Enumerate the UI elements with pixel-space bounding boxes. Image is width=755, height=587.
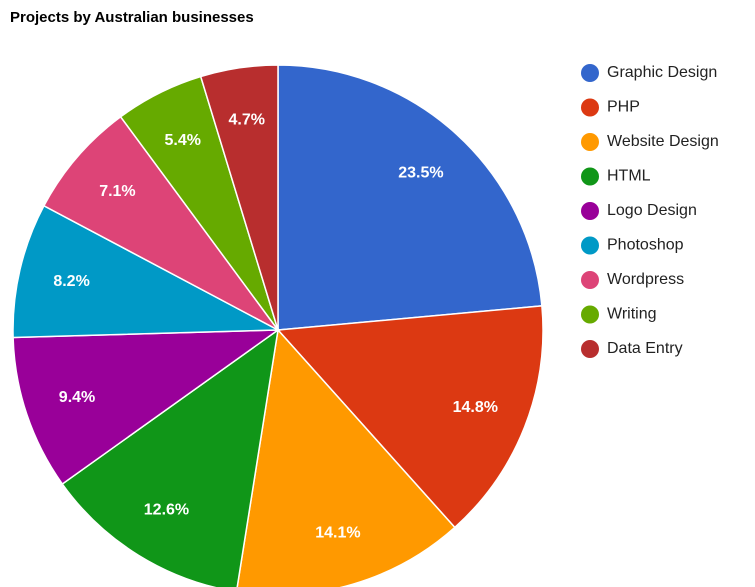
pie-slice — [61, 328, 280, 587]
legend-swatch — [581, 64, 599, 82]
slice-label: 12.6% — [144, 502, 189, 519]
legend-label: Logo Design — [607, 202, 697, 219]
slice-label: 14.1% — [315, 525, 360, 542]
pie-slice — [42, 115, 279, 331]
slice-label: 14.8% — [453, 399, 498, 416]
chart-title: Projects by Australian businesses — [10, 9, 254, 26]
legend-swatch — [581, 133, 599, 151]
legend-swatch — [581, 98, 599, 117]
pie-slice — [12, 329, 281, 486]
slice-label: 8.2% — [53, 273, 89, 290]
legend-swatch — [581, 271, 599, 289]
slice-label: 7.1% — [99, 183, 135, 200]
pie-slice — [276, 305, 544, 529]
legend-swatch — [581, 202, 599, 220]
pie-slice — [236, 328, 456, 587]
legend-swatch — [581, 305, 599, 324]
legend-swatch — [581, 236, 599, 255]
legend-swatch — [581, 340, 599, 358]
slice-label: 5.4% — [165, 132, 201, 149]
pie-slice — [277, 64, 543, 331]
legend-label: PHP — [607, 99, 640, 116]
legend-label: Data Entry — [607, 340, 683, 357]
legend-swatch — [581, 167, 599, 186]
slice-label: 9.4% — [59, 389, 95, 406]
legend-label: Writing — [607, 306, 657, 323]
legend-label: Wordpress — [607, 271, 684, 288]
pie-slice — [199, 64, 279, 331]
legend-label: HTML — [607, 168, 651, 185]
slice-label: 4.7% — [229, 112, 265, 129]
slice-label: 23.5% — [398, 165, 443, 182]
legend-label: Photoshop — [607, 237, 684, 254]
pie-slice — [12, 204, 281, 339]
legend-label: Graphic Design — [607, 64, 717, 81]
legend-label: Website Design — [607, 133, 719, 150]
